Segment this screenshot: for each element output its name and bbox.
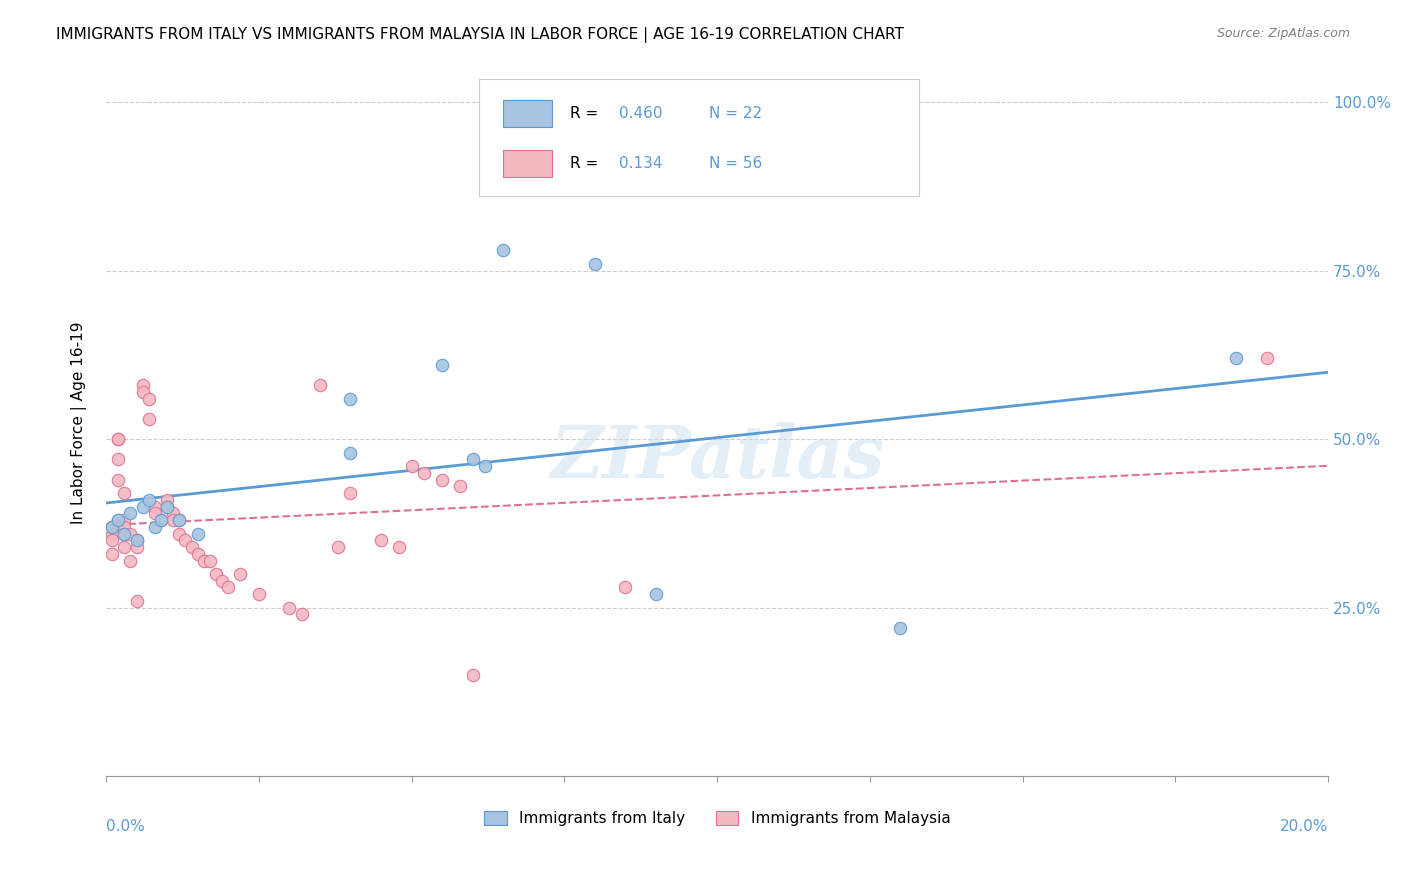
Point: [174, 533, 197, 548]
Point: [138, 412, 160, 426]
Point: [131, 500, 153, 514]
Point: [107, 432, 129, 446]
Point: [229, 566, 252, 581]
Point: [101, 520, 124, 534]
Point: [217, 581, 239, 595]
Point: [492, 244, 515, 258]
Point: [278, 600, 301, 615]
Point: [112, 486, 135, 500]
Point: [412, 466, 434, 480]
Point: [120, 553, 142, 567]
Point: [180, 540, 202, 554]
Point: [388, 540, 411, 554]
Text: ZIPatlas: ZIPatlas: [550, 422, 884, 493]
Point: [112, 526, 135, 541]
Text: 0.134: 0.134: [619, 156, 662, 171]
Point: [125, 540, 148, 554]
Point: [1256, 351, 1278, 366]
Point: [107, 432, 129, 446]
Point: [198, 553, 221, 567]
Point: [193, 553, 215, 567]
Text: IMMIGRANTS FROM ITALY VS IMMIGRANTS FROM MALAYSIA IN LABOR FORCE | AGE 16-19 COR: IMMIGRANTS FROM ITALY VS IMMIGRANTS FROM…: [56, 27, 904, 43]
Point: [290, 607, 312, 622]
Point: [430, 358, 453, 372]
Point: [107, 513, 129, 527]
Text: 20.0%: 20.0%: [1279, 819, 1329, 834]
Point: [131, 384, 153, 399]
Point: [211, 574, 233, 588]
Point: [645, 587, 668, 601]
Text: N = 56: N = 56: [709, 156, 762, 171]
Point: [614, 581, 637, 595]
Point: [339, 392, 361, 406]
Point: [309, 378, 332, 392]
Text: 0.0%: 0.0%: [105, 819, 145, 834]
Legend: Immigrants from Italy, Immigrants from Malaysia: Immigrants from Italy, Immigrants from M…: [478, 805, 956, 832]
Point: [125, 594, 148, 608]
Point: [107, 513, 129, 527]
Point: [120, 506, 142, 520]
Point: [401, 459, 423, 474]
Point: [187, 547, 209, 561]
Point: [112, 540, 135, 554]
Point: [138, 392, 160, 406]
Point: [112, 526, 135, 541]
Point: [101, 533, 124, 548]
Point: [125, 533, 148, 548]
Point: [107, 473, 129, 487]
Text: N = 22: N = 22: [709, 106, 762, 121]
Point: [339, 486, 361, 500]
Point: [131, 378, 153, 392]
Point: [187, 526, 209, 541]
Point: [339, 445, 361, 459]
Point: [149, 513, 172, 527]
Text: Source: ZipAtlas.com: Source: ZipAtlas.com: [1216, 27, 1350, 40]
Point: [156, 500, 179, 514]
Point: [162, 513, 184, 527]
Text: R =: R =: [571, 156, 603, 171]
FancyBboxPatch shape: [503, 150, 553, 177]
Point: [107, 452, 129, 467]
Point: [169, 513, 191, 527]
Point: [1225, 351, 1247, 366]
FancyBboxPatch shape: [503, 101, 553, 128]
Point: [474, 459, 496, 474]
Y-axis label: In Labor Force | Age 16-19: In Labor Force | Age 16-19: [72, 321, 87, 524]
Point: [149, 513, 172, 527]
Point: [101, 520, 124, 534]
Point: [156, 500, 179, 514]
Point: [143, 506, 166, 520]
Point: [156, 492, 179, 507]
Point: [169, 513, 191, 527]
Point: [101, 526, 124, 541]
Point: [583, 257, 606, 271]
FancyBboxPatch shape: [479, 79, 918, 196]
Point: [449, 479, 471, 493]
Point: [112, 513, 135, 527]
Point: [247, 587, 270, 601]
Point: [162, 506, 184, 520]
Text: R =: R =: [571, 106, 603, 121]
Point: [138, 492, 160, 507]
Point: [461, 668, 484, 682]
Text: 0.460: 0.460: [619, 106, 662, 121]
Point: [169, 526, 191, 541]
Point: [112, 520, 135, 534]
Point: [143, 500, 166, 514]
Point: [125, 533, 148, 548]
Point: [370, 533, 392, 548]
Point: [205, 566, 228, 581]
Point: [143, 520, 166, 534]
Point: [461, 452, 484, 467]
Point: [101, 547, 124, 561]
Point: [430, 473, 453, 487]
Point: [328, 540, 350, 554]
Point: [889, 621, 911, 635]
Point: [120, 526, 142, 541]
